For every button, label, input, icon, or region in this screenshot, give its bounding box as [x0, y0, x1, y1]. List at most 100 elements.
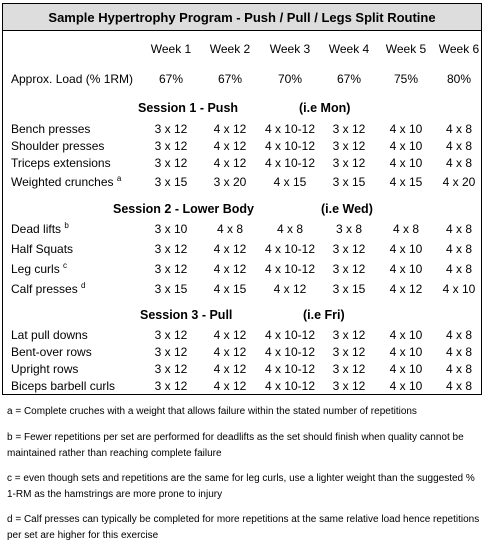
- set-rep-cell: 4 x 10-12: [264, 362, 316, 376]
- set-rep-cell: 4 x 8: [216, 222, 243, 236]
- set-rep-cell: 4 x 10-12: [264, 379, 316, 393]
- exercise-row: Lat pull downs 3 x 12 4 x 12 4 x 10-12 3…: [3, 328, 481, 344]
- exercise-name: Leg curls c: [11, 261, 68, 277]
- set-rep-cell: 3 x 12: [332, 242, 366, 256]
- set-rep-cell: 3 x 20: [213, 175, 247, 189]
- exercise-name: Weighted crunches a: [11, 174, 122, 190]
- set-rep-cell: 4 x 12: [213, 242, 247, 256]
- set-rep-cell: 4 x 10: [389, 156, 423, 170]
- load-value: 70%: [277, 72, 303, 86]
- exercise-row: Weighted crunches a 3 x 15 3 x 20 4 x 15…: [3, 175, 481, 191]
- set-rep-cell: 4 x 8: [445, 156, 472, 170]
- set-rep-cell: 3 x 12: [332, 122, 366, 136]
- exercise-name: Bench presses: [11, 122, 91, 136]
- load-value: 67%: [158, 72, 184, 86]
- set-rep-cell: 4 x 15: [273, 175, 307, 189]
- set-rep-cell: 4 x 8: [445, 328, 472, 342]
- set-rep-cell: 4 x 8: [445, 379, 472, 393]
- set-rep-cell: 4 x 10: [442, 282, 476, 296]
- exercise-row: Triceps extensions 3 x 12 4 x 12 4 x 10-…: [3, 156, 481, 172]
- set-rep-cell: 4 x 8: [392, 222, 419, 236]
- set-rep-cell: 4 x 12: [213, 328, 247, 342]
- footnote-c: c = even though sets and repetitions are…: [7, 473, 475, 500]
- set-rep-cell: 4 x 12: [213, 345, 247, 359]
- set-rep-cell: 3 x 12: [332, 345, 366, 359]
- set-rep-cell: 4 x 10-12: [264, 139, 316, 153]
- set-rep-cell: 3 x 12: [332, 362, 366, 376]
- load-row: Approx. Load (% 1RM) 67% 67% 70% 67% 75%…: [3, 72, 481, 88]
- set-rep-cell: 3 x 8: [335, 222, 362, 236]
- set-rep-cell: 4 x 20: [442, 175, 476, 189]
- set-rep-cell: 4 x 10: [389, 379, 423, 393]
- week-header: Week 4: [328, 42, 370, 56]
- set-rep-cell: 4 x 12: [213, 379, 247, 393]
- set-rep-cell: 3 x 12: [154, 328, 188, 342]
- set-rep-cell: 3 x 12: [154, 345, 188, 359]
- load-value: 67%: [217, 72, 243, 86]
- set-rep-cell: 3 x 12: [154, 242, 188, 256]
- session-header: Session 2 - Lower Body (i.e Wed): [3, 202, 481, 218]
- session-header: Session 1 - Push (i.e Mon): [3, 101, 481, 117]
- footnote-marker: c: [63, 261, 68, 270]
- exercise-row: Calf presses d 3 x 15 4 x 15 4 x 12 3 x …: [3, 282, 481, 298]
- set-rep-cell: 3 x 12: [154, 262, 188, 276]
- week-header-row: Week 1 Week 2 Week 3 Week 4 Week 5 Week …: [3, 42, 481, 58]
- week-header: Week 1: [150, 42, 192, 56]
- set-rep-cell: 3 x 15: [332, 175, 366, 189]
- week-header: Week 2: [209, 42, 251, 56]
- set-rep-cell: 4 x 12: [213, 122, 247, 136]
- set-rep-cell: 3 x 12: [332, 139, 366, 153]
- footnote-marker: b: [64, 221, 69, 230]
- set-rep-cell: 4 x 8: [445, 122, 472, 136]
- set-rep-cell: 4 x 10: [389, 139, 423, 153]
- exercise-row: Dead lifts b 3 x 10 4 x 8 4 x 8 3 x 8 4 …: [3, 222, 481, 238]
- set-rep-cell: 3 x 12: [332, 379, 366, 393]
- set-rep-cell: 4 x 10: [389, 122, 423, 136]
- exercise-name: Upright rows: [11, 362, 79, 376]
- session-header: Session 3 - Pull (i.e Fri): [3, 308, 481, 324]
- set-rep-cell: 4 x 12: [273, 282, 307, 296]
- table-title: Sample Hypertrophy Program - Push / Pull…: [3, 4, 481, 31]
- exercise-name: Dead lifts b: [11, 221, 69, 237]
- set-rep-cell: 4 x 12: [213, 362, 247, 376]
- footnote-a: a = Complete cruches with a weight that …: [7, 406, 417, 417]
- load-value: 80%: [446, 72, 472, 86]
- set-rep-cell: 4 x 10: [389, 262, 423, 276]
- set-rep-cell: 4 x 8: [445, 139, 472, 153]
- set-rep-cell: 4 x 10-12: [264, 262, 316, 276]
- set-rep-cell: 3 x 12: [154, 362, 188, 376]
- session-title: Session 1 - Push: [138, 101, 239, 115]
- exercise-name: Lat pull downs: [11, 328, 88, 342]
- set-rep-cell: 4 x 12: [213, 156, 247, 170]
- exercise-name: Bent-over rows: [11, 345, 92, 359]
- set-rep-cell: 4 x 8: [445, 362, 472, 376]
- set-rep-cell: 3 x 15: [332, 282, 366, 296]
- set-rep-cell: 4 x 10: [389, 328, 423, 342]
- set-rep-cell: 4 x 12: [213, 262, 247, 276]
- set-rep-cell: 4 x 8: [445, 262, 472, 276]
- set-rep-cell: 3 x 12: [154, 156, 188, 170]
- set-rep-cell: 4 x 15: [213, 282, 247, 296]
- week-header: Week 5: [385, 42, 427, 56]
- set-rep-cell: 4 x 10-12: [264, 328, 316, 342]
- exercise-row: Biceps barbell curls 3 x 12 4 x 12 4 x 1…: [3, 379, 481, 395]
- set-rep-cell: 3 x 12: [154, 379, 188, 393]
- set-rep-cell: 3 x 15: [154, 282, 188, 296]
- set-rep-cell: 3 x 10: [154, 222, 188, 236]
- week-header: Week 6: [438, 42, 480, 56]
- set-rep-cell: 4 x 8: [276, 222, 303, 236]
- set-rep-cell: 4 x 10: [389, 362, 423, 376]
- set-rep-cell: 3 x 12: [332, 156, 366, 170]
- set-rep-cell: 4 x 10: [389, 242, 423, 256]
- session-title: Session 2 - Lower Body: [113, 202, 255, 216]
- exercise-row: Shoulder presses 3 x 12 4 x 12 4 x 10-12…: [3, 139, 481, 155]
- exercise-row: Bent-over rows 3 x 12 4 x 12 4 x 10-12 3…: [3, 345, 481, 361]
- session-day: (i.e Fri): [303, 308, 345, 322]
- set-rep-cell: 4 x 8: [445, 345, 472, 359]
- exercise-name: Shoulder presses: [11, 139, 105, 153]
- exercise-name: Calf presses d: [11, 281, 86, 297]
- session-day: (i.e Mon): [299, 101, 351, 115]
- exercise-row: Half Squats 3 x 12 4 x 12 4 x 10-12 3 x …: [3, 242, 481, 258]
- exercise-name: Triceps extensions: [11, 156, 111, 170]
